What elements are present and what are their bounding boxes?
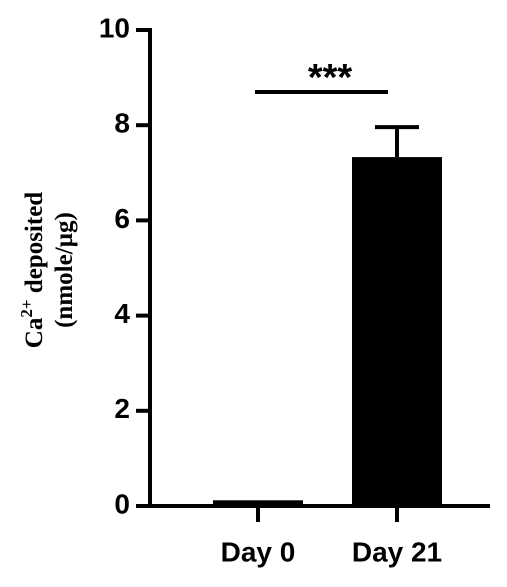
y-tick-label: 10 <box>99 12 130 43</box>
y-tick-label: 0 <box>114 488 130 519</box>
significance-label: *** <box>308 57 353 99</box>
y-tick-label: 4 <box>114 298 130 329</box>
bar <box>352 157 442 507</box>
y-axis-label: Ca2+ deposited <box>17 192 48 349</box>
y-label-base: Ca <box>21 317 48 348</box>
y-tick-label: 8 <box>114 108 130 139</box>
x-tick-label: Day 0 <box>221 536 296 567</box>
y-label-rest: deposited <box>21 192 48 300</box>
x-tick-label: Day 21 <box>352 536 442 567</box>
y-tick-label: 6 <box>114 203 130 234</box>
error-bar <box>375 125 419 158</box>
bar <box>213 500 303 506</box>
y-tick-label: 2 <box>114 393 130 424</box>
y-label-superscript: 2+ <box>17 299 36 317</box>
y-axis-label-line2: (nmole/µg) <box>51 212 78 328</box>
